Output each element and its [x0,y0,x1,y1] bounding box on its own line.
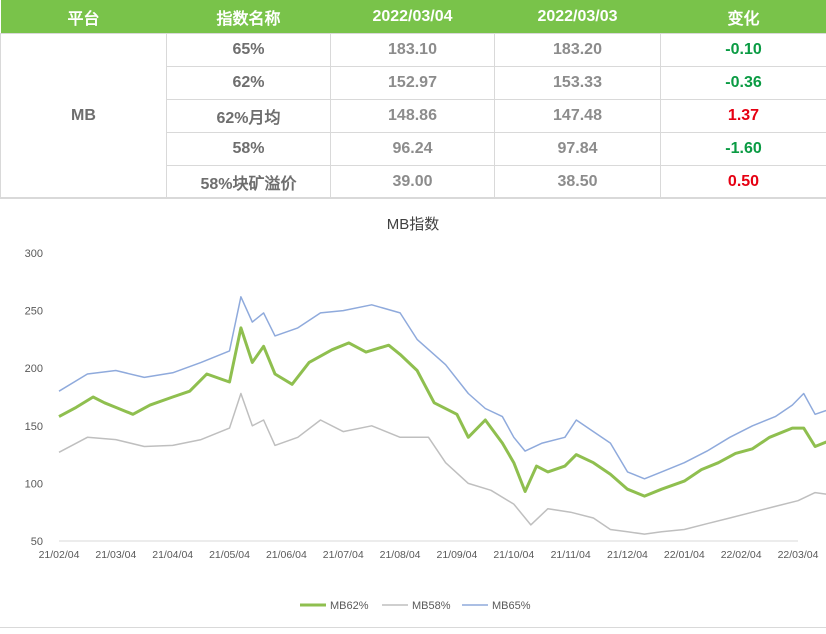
header-date-2: 2022/03/03 [495,0,661,34]
header-change: 变化 [661,0,826,34]
y-tick-label: 200 [25,363,43,375]
x-tick-label: 22/03/04 [778,549,819,561]
x-tick-label: 21/07/04 [323,549,364,561]
legend-item: MB65% [462,600,531,612]
index-name-cell: 58%块矿溢价 [167,166,331,199]
table-row: MB 65% 183.10 183.20 -0.10 [1,34,826,67]
series-lines [59,297,826,534]
index-name-cell: 62%月均 [167,100,331,133]
value-cell-2: 38.50 [495,166,661,199]
legend: MB62% MB58% MB65% [300,600,531,612]
legend-item: MB62% [300,600,369,612]
value-cell-1: 152.97 [331,67,495,100]
x-tick-label: 21/11/04 [551,549,591,561]
x-tick-label: 22/02/04 [721,549,762,561]
x-tick-label: 21/05/04 [209,549,250,561]
value-cell-2: 153.33 [495,67,661,100]
x-tick-label: 21/12/04 [607,549,648,561]
change-cell: 1.37 [661,100,826,133]
y-axis: 50 100 150 200 250 300 [25,248,43,548]
index-table: 平台 指数名称 2022/03/04 2022/03/03 变化 MB 65% … [0,0,826,199]
change-cell: 0.50 [661,166,826,199]
value-cell-1: 148.86 [331,100,495,133]
series-line-mb62 [59,328,826,496]
chart-title: MB指数 [387,216,440,233]
platform-cell: MB [1,34,167,199]
change-cell: -0.36 [661,67,826,100]
header-date-1: 2022/03/04 [331,0,495,34]
y-tick-label: 300 [25,248,43,260]
x-tick-label: 21/09/04 [436,549,477,561]
legend-item: MB58% [382,600,451,612]
value-cell-2: 97.84 [495,133,661,166]
series-line-mb65 [59,297,826,479]
x-axis: 21/02/04 21/03/04 21/04/04 21/05/04 21/06/04… [39,541,819,561]
x-tick-label: 21/03/04 [95,549,136,561]
table-header-row: 平台 指数名称 2022/03/04 2022/03/03 变化 [1,0,826,34]
legend-label: MB62% [330,600,369,612]
x-tick-label: 21/06/04 [266,549,307,561]
header-platform: 平台 [1,0,167,34]
change-cell: -1.60 [661,133,826,166]
y-tick-label: 150 [25,421,43,433]
x-tick-label: 21/10/04 [493,549,534,561]
index-name-cell: 65% [167,34,331,67]
x-tick-label: 21/04/04 [152,549,193,561]
series-line-mb58 [59,394,826,535]
index-name-cell: 58% [167,133,331,166]
value-cell-2: 147.48 [495,100,661,133]
value-cell-1: 183.10 [331,34,495,67]
legend-label: MB58% [412,600,451,612]
y-tick-label: 50 [31,536,43,548]
value-cell-2: 183.20 [495,34,661,67]
index-name-cell: 62% [167,67,331,100]
y-tick-label: 100 [25,478,43,490]
x-tick-label: 22/01/04 [664,549,705,561]
x-tick-label: 21/08/04 [380,549,421,561]
header-index-name: 指数名称 [167,0,331,34]
legend-label: MB65% [492,600,531,612]
x-tick-label: 21/02/04 [39,549,80,561]
value-cell-1: 39.00 [331,166,495,199]
y-tick-label: 250 [25,306,43,318]
value-cell-1: 96.24 [331,133,495,166]
change-cell: -0.10 [661,34,826,67]
